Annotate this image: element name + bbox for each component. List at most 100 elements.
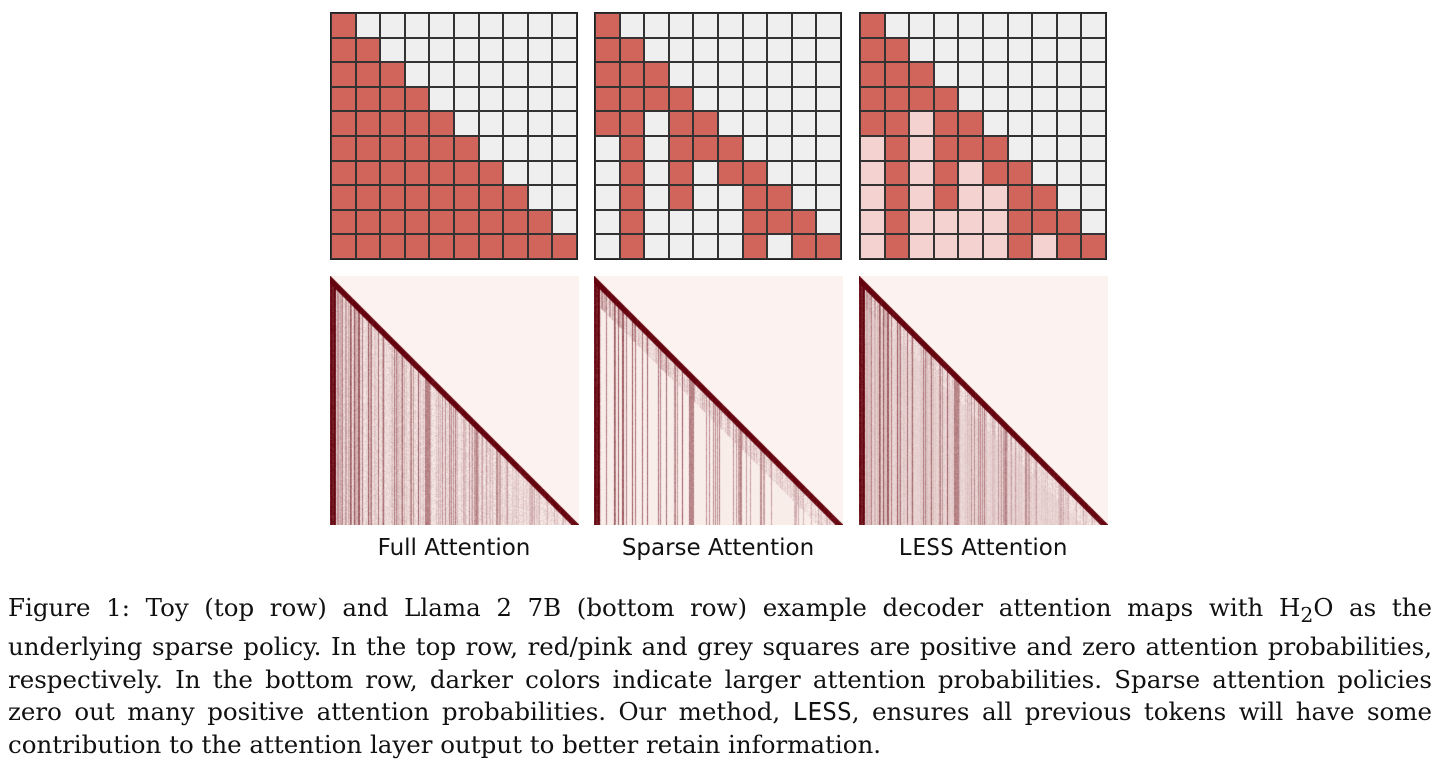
llama-less-attention-heatmap [859, 276, 1108, 525]
grid-cell [595, 160, 620, 186]
caption-part-2: O as the underlying sparse policy. In th… [8, 593, 1433, 727]
grid-cell [1056, 160, 1082, 186]
grid-cell [380, 86, 405, 112]
grid-cell [958, 62, 983, 87]
grid-cell [1007, 86, 1033, 112]
grid-cell [909, 234, 934, 259]
grid-cell [1032, 209, 1057, 235]
grid-cell [884, 37, 910, 63]
less-name: LESS [898, 535, 954, 561]
grid-cell [909, 136, 934, 161]
grid-cell [767, 160, 792, 186]
grid-cell [429, 86, 454, 112]
grid-cell [983, 185, 1008, 210]
grid-cell [478, 209, 504, 235]
caption-part-3: , ensures all previous tokens will have … [8, 697, 1432, 759]
grid-cell [595, 234, 620, 259]
grid-cell [1056, 136, 1082, 161]
grid-cell [909, 62, 934, 87]
grid-cell [767, 86, 792, 112]
grid-cell [860, 185, 885, 210]
grid-cell [860, 136, 885, 161]
grid-cell [718, 37, 743, 63]
grid-cell [355, 86, 381, 112]
grid-cell [454, 209, 479, 235]
grid-cell [429, 185, 454, 210]
grid-cell [933, 62, 959, 87]
grid-cell [619, 160, 645, 186]
grid-cell [454, 37, 479, 63]
grid-cell [454, 136, 479, 161]
grid-cell [693, 185, 718, 210]
grid-cell [742, 160, 768, 186]
toy-sparse-attention-grid [594, 12, 842, 260]
grid-cell [478, 160, 504, 186]
grid-cell [1081, 37, 1106, 63]
grid-cell [983, 13, 1008, 38]
grid-cell [742, 111, 768, 136]
grid-cell [331, 86, 356, 112]
grid-cell [958, 13, 983, 38]
grid-cell [958, 111, 983, 136]
grid-cell [1081, 62, 1106, 87]
grid-cell [454, 111, 479, 136]
grid-cell [552, 111, 577, 136]
less-attention-label: LESS Attention [853, 535, 1113, 561]
grid-cell [595, 185, 620, 210]
grid-cell [331, 160, 356, 186]
grid-cell [884, 13, 910, 38]
grid-cell [693, 62, 718, 87]
grid-cell [816, 13, 841, 38]
grid-cell [644, 185, 669, 210]
grid-cell [619, 209, 645, 235]
grid-cell [767, 185, 792, 210]
grid-cell [429, 111, 454, 136]
grid-cell [1032, 111, 1057, 136]
grid-cell [644, 234, 669, 259]
grid-cell [767, 37, 792, 63]
grid-cell [1007, 62, 1033, 87]
grid-cell [644, 62, 669, 87]
grid-cell [1056, 37, 1082, 63]
grid-cell [816, 160, 841, 186]
grid-cell [791, 185, 817, 210]
grid-cell [742, 234, 768, 259]
grid-cell [503, 160, 528, 186]
grid-cell [478, 62, 504, 87]
grid-cell [1056, 209, 1082, 235]
grid-cell [958, 160, 983, 186]
grid-cell [1032, 13, 1057, 38]
grid-cell [380, 136, 405, 161]
grid-cell [816, 37, 841, 63]
grid-cell [816, 185, 841, 210]
grid-cell [331, 62, 356, 87]
grid-cell [933, 13, 959, 38]
grid-cell [527, 111, 553, 136]
grid-cell [933, 111, 959, 136]
grid-cell [693, 111, 718, 136]
grid-cell [454, 160, 479, 186]
grid-cell [884, 209, 910, 235]
grid-cell [1081, 13, 1106, 38]
grid-cell [619, 37, 645, 63]
grid-cell [404, 86, 430, 112]
grid-cell [767, 209, 792, 235]
grid-cell [816, 111, 841, 136]
grid-cell [718, 209, 743, 235]
grid-cell [1056, 185, 1082, 210]
grid-cell [429, 37, 454, 63]
grid-cell [958, 37, 983, 63]
grid-cell [595, 86, 620, 112]
grid-cell [380, 234, 405, 259]
grid-cell [380, 160, 405, 186]
grid-cell [644, 136, 669, 161]
grid-cell [1081, 185, 1106, 210]
grid-cell [791, 62, 817, 87]
grid-cell [1007, 160, 1033, 186]
grid-cell [552, 209, 577, 235]
grid-cell [644, 160, 669, 186]
grid-cell [909, 111, 934, 136]
grid-cell [742, 13, 768, 38]
grid-cell [454, 185, 479, 210]
grid-cell [619, 136, 645, 161]
